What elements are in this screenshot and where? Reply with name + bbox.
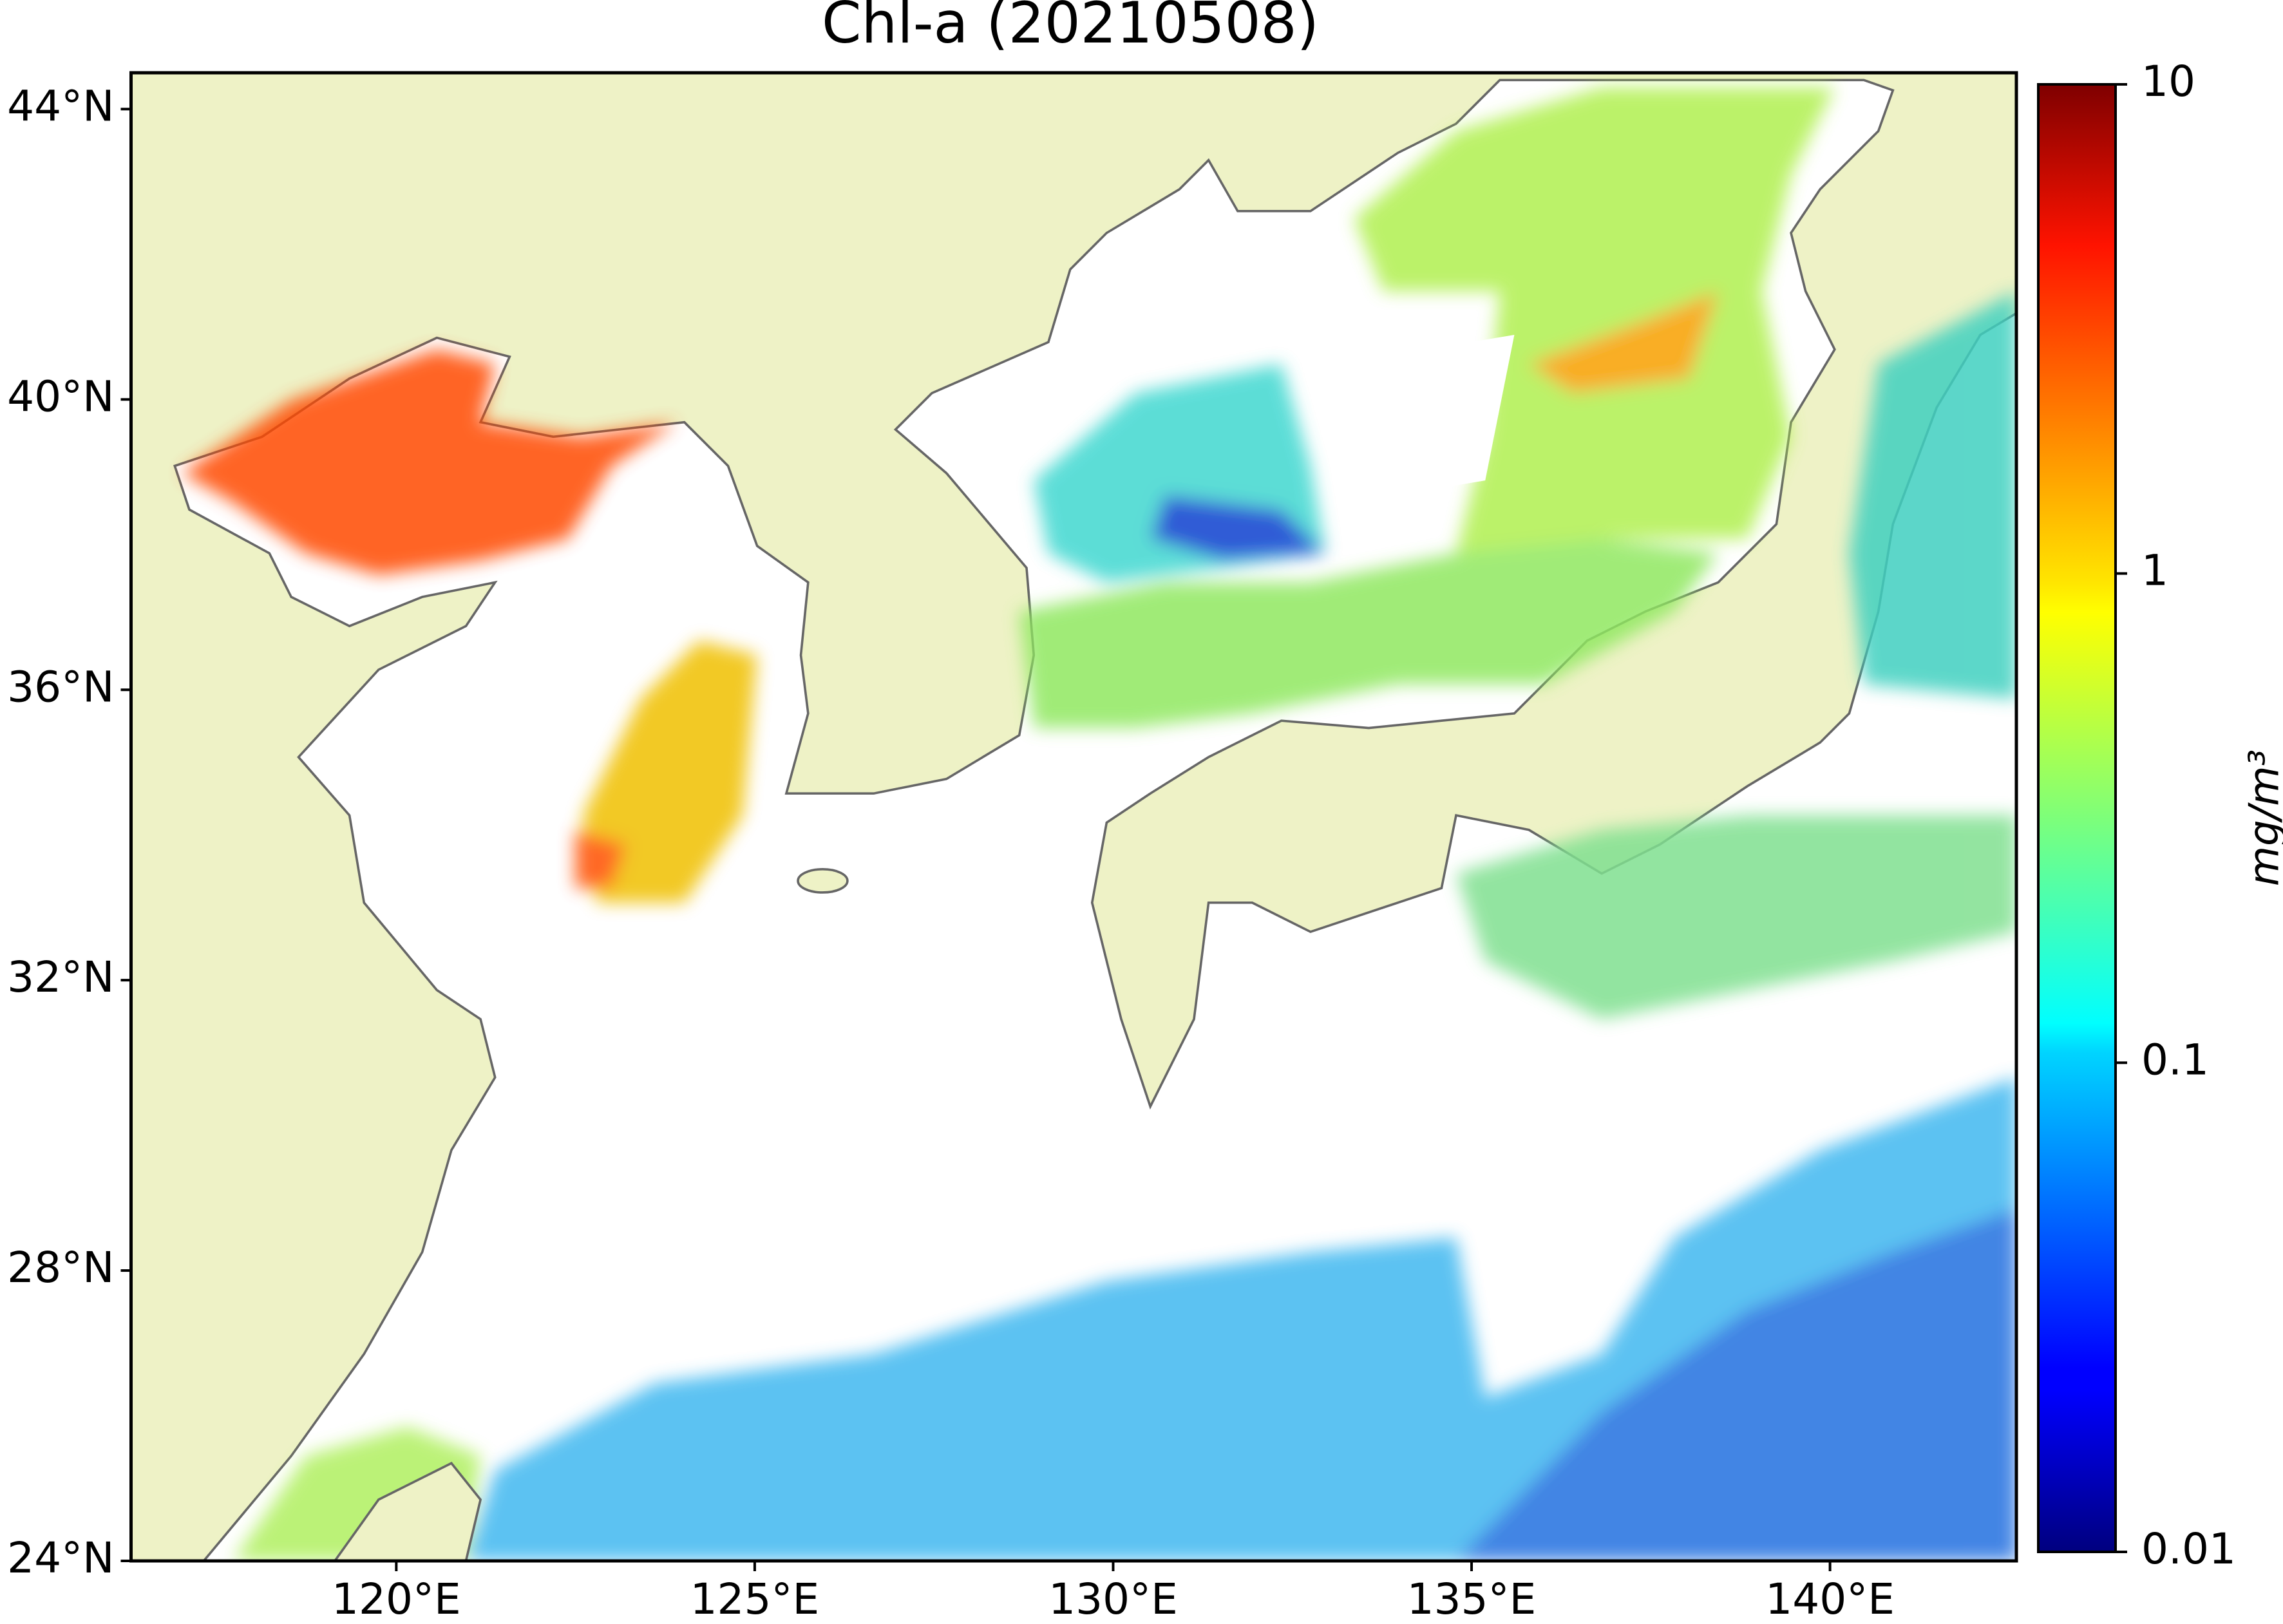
jeju [797, 868, 849, 894]
colorbar-label: mg/m³ [2241, 750, 2283, 887]
x-tick-label: 130°E [1048, 1574, 1178, 1624]
plot-frame [129, 71, 2018, 1563]
x-tick-label: 135°E [1407, 1574, 1537, 1624]
cloud [1369, 335, 1515, 495]
map [131, 73, 2017, 1561]
colorbar-tick-label: 0.1 [2141, 1035, 2209, 1084]
x-tick-label: 125°E [690, 1574, 820, 1624]
y-tick-label: 40°N [7, 372, 114, 421]
x-tick-label: 140°E [1765, 1574, 1895, 1624]
y-tick-label: 32°N [7, 952, 114, 1002]
colorbar [2037, 83, 2117, 1553]
colorbar-tick-label: 1 [2141, 546, 2168, 596]
y-tick-label: 24°N [7, 1533, 114, 1583]
y-tick-label: 28°N [7, 1243, 114, 1292]
chlorophyll-field [182, 87, 2017, 1561]
y-tick-label: 44°N [7, 81, 114, 131]
taiwan [333, 1462, 482, 1561]
colorbar-tick-label: 10 [2141, 57, 2195, 106]
y-tick-label: 36°N [7, 662, 114, 712]
x-tick-label: 120°E [332, 1574, 461, 1624]
chart-title: Chl-a (20210508) [822, 0, 1319, 56]
colorbar-tick-label: 0.01 [2141, 1524, 2236, 1574]
